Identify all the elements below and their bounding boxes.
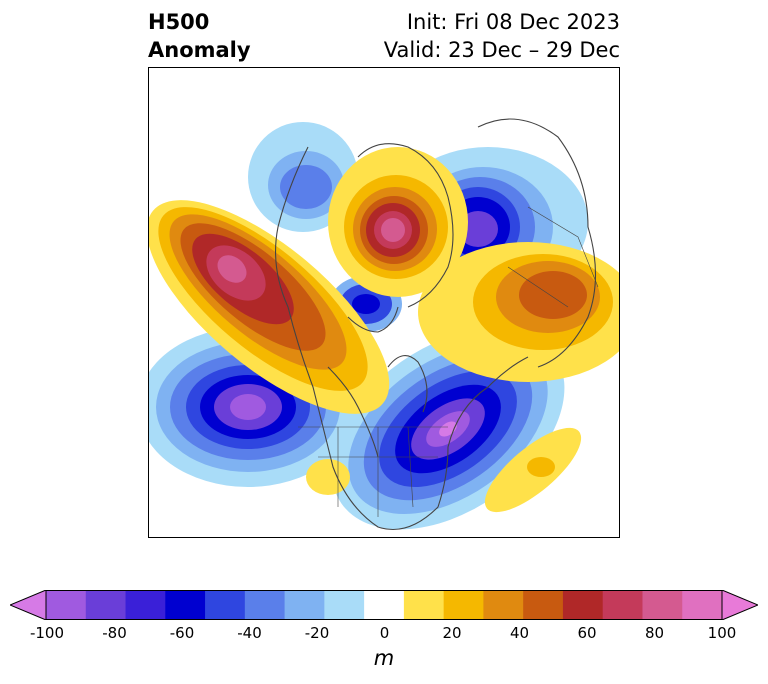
- colorbar-cell: [602, 590, 643, 620]
- colorbar-cell: [324, 590, 365, 620]
- colorbar-cell: [562, 590, 604, 620]
- colorbar-tick-label: 100: [707, 624, 737, 642]
- colorbar-cell: [244, 590, 286, 620]
- colorbar-tick-label: 40: [509, 624, 530, 642]
- colorbar-tick-label: 20: [442, 624, 462, 642]
- colorbar-cell: [85, 590, 127, 620]
- colorbar-cell: [165, 590, 206, 620]
- title-type: Anomaly: [148, 38, 251, 62]
- colorbar-cell: [682, 590, 723, 620]
- colorbar-cell: [125, 590, 166, 620]
- colorbar-cell: [403, 590, 445, 620]
- colorbar-ticks: -100 -80 -60 -40 -20 0 20 40 60 80 100: [0, 624, 768, 644]
- colorbar-tick-label: 80: [644, 624, 665, 642]
- colorbar-tick-label: 60: [577, 624, 597, 642]
- colorbar-unit: m: [373, 646, 395, 670]
- title-variable: H500: [148, 10, 210, 34]
- colorbar-left-extension: [10, 590, 47, 620]
- colorbar-cell: [205, 590, 246, 620]
- colorbar-cell: [483, 590, 524, 620]
- colorbar-cell: [46, 590, 87, 620]
- colorbar-tick-label: 0: [379, 624, 390, 642]
- colorbar-tick-label: -40: [237, 624, 262, 642]
- map-frame: [148, 67, 620, 538]
- anomaly-map: [148, 67, 620, 538]
- coastlines: [274, 118, 597, 531]
- valid-period: Valid: 23 Dec – 29 Dec: [383, 38, 620, 62]
- western-ridge: [148, 200, 390, 414]
- title-left: H500 Anomaly: [148, 8, 251, 64]
- southwest-ridge: [306, 459, 350, 495]
- colorbar-tick-label: -80: [102, 624, 127, 642]
- borders: [298, 206, 599, 517]
- colorbar-cell: [523, 590, 564, 620]
- title-right: Init: Fri 08 Dec 2023 Valid: 23 Dec – 29…: [384, 8, 620, 64]
- arctic-ridge: [328, 147, 468, 297]
- atlantic-ridge: [484, 427, 582, 513]
- colorbar-cell: [364, 590, 405, 620]
- colorbar-cell: [642, 590, 683, 620]
- init-date: Init: Fri 08 Dec 2023: [406, 10, 620, 34]
- colorbar-frame: [45, 590, 723, 620]
- eurasia-ridge: [418, 242, 620, 382]
- colorbar-cell: [284, 590, 325, 620]
- colorbar-right-extension: [721, 590, 758, 620]
- colorbar: [10, 590, 758, 620]
- colorbar-tick-label: -100: [29, 624, 65, 642]
- colorbar-cell: [443, 590, 484, 620]
- colorbar-tick-label: -60: [169, 624, 195, 642]
- colorbar-tick-label: -20: [304, 624, 330, 642]
- colorbar-cells: [46, 590, 723, 620]
